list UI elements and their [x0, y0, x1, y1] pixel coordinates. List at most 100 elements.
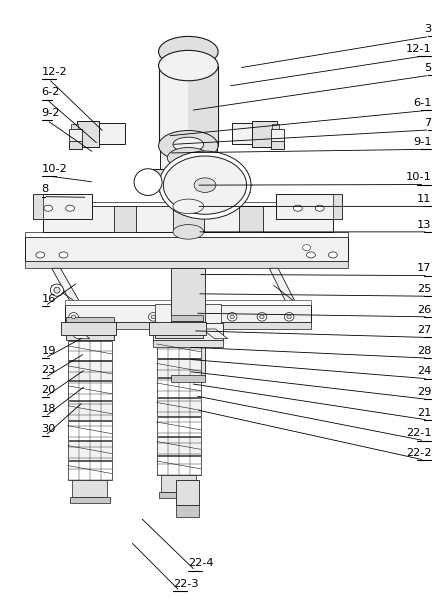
Polygon shape	[157, 398, 201, 416]
Polygon shape	[159, 492, 198, 498]
Polygon shape	[176, 505, 199, 517]
Polygon shape	[65, 300, 311, 305]
Text: 9-1: 9-1	[413, 137, 431, 147]
Polygon shape	[153, 340, 223, 347]
Polygon shape	[66, 317, 114, 323]
Polygon shape	[52, 268, 88, 316]
Text: 22-3: 22-3	[173, 579, 199, 589]
Polygon shape	[155, 304, 171, 323]
Polygon shape	[43, 202, 333, 206]
Text: 30: 30	[42, 424, 56, 433]
Polygon shape	[69, 141, 82, 149]
Polygon shape	[202, 329, 228, 339]
Polygon shape	[71, 124, 78, 129]
Polygon shape	[43, 203, 332, 214]
Ellipse shape	[159, 151, 251, 219]
Polygon shape	[176, 480, 199, 505]
Text: 11: 11	[417, 194, 431, 204]
Polygon shape	[272, 124, 279, 129]
Polygon shape	[68, 361, 112, 380]
Ellipse shape	[284, 313, 294, 321]
Polygon shape	[173, 144, 204, 164]
Polygon shape	[43, 206, 333, 232]
Ellipse shape	[230, 315, 234, 319]
Polygon shape	[114, 206, 136, 232]
Polygon shape	[145, 169, 234, 187]
Polygon shape	[68, 461, 112, 480]
Polygon shape	[153, 323, 223, 340]
Ellipse shape	[293, 205, 302, 211]
Polygon shape	[61, 322, 116, 335]
Text: 24: 24	[417, 367, 431, 376]
Text: 17: 17	[417, 263, 431, 273]
Text: 6-1: 6-1	[413, 98, 431, 108]
Text: 22-2: 22-2	[406, 448, 431, 458]
Text: 13: 13	[417, 220, 431, 229]
Polygon shape	[157, 359, 201, 377]
Ellipse shape	[303, 245, 311, 251]
Polygon shape	[65, 329, 90, 339]
Ellipse shape	[44, 205, 53, 211]
Polygon shape	[33, 194, 92, 219]
Polygon shape	[157, 378, 201, 396]
Polygon shape	[205, 304, 221, 323]
Ellipse shape	[307, 252, 315, 258]
Polygon shape	[252, 121, 277, 147]
Polygon shape	[68, 341, 112, 360]
Text: 23: 23	[42, 365, 56, 375]
Text: 7: 7	[424, 118, 431, 127]
Ellipse shape	[173, 157, 204, 171]
Polygon shape	[188, 66, 218, 146]
Polygon shape	[159, 66, 218, 146]
Ellipse shape	[159, 36, 218, 67]
Text: 6-2: 6-2	[42, 87, 60, 97]
Polygon shape	[72, 480, 107, 497]
Ellipse shape	[59, 252, 68, 258]
Ellipse shape	[36, 252, 45, 258]
Ellipse shape	[66, 205, 74, 211]
Polygon shape	[155, 315, 203, 321]
Ellipse shape	[173, 137, 204, 152]
Polygon shape	[271, 129, 284, 149]
Polygon shape	[77, 121, 99, 147]
Ellipse shape	[260, 315, 264, 319]
Ellipse shape	[50, 284, 64, 296]
Polygon shape	[171, 375, 205, 382]
Polygon shape	[68, 401, 112, 419]
Polygon shape	[33, 194, 43, 219]
Text: 28: 28	[417, 346, 431, 356]
Text: 16: 16	[42, 294, 56, 304]
Ellipse shape	[227, 313, 237, 321]
Polygon shape	[155, 321, 203, 338]
Text: 12-1: 12-1	[406, 44, 431, 53]
Text: 9-2: 9-2	[42, 108, 60, 118]
Polygon shape	[94, 123, 125, 144]
Ellipse shape	[163, 156, 247, 214]
Text: 21: 21	[417, 408, 431, 418]
Text: 22-1: 22-1	[406, 429, 431, 438]
Ellipse shape	[159, 50, 218, 81]
Polygon shape	[68, 441, 112, 459]
Polygon shape	[65, 305, 311, 322]
Ellipse shape	[134, 169, 162, 195]
Polygon shape	[161, 475, 196, 492]
Polygon shape	[25, 237, 348, 261]
Text: 20: 20	[42, 385, 56, 395]
Polygon shape	[157, 418, 201, 436]
Polygon shape	[25, 232, 348, 237]
Polygon shape	[65, 322, 311, 329]
Polygon shape	[70, 497, 110, 503]
Ellipse shape	[167, 148, 209, 168]
Text: 12-2: 12-2	[42, 67, 67, 76]
Text: 3: 3	[424, 24, 431, 34]
Polygon shape	[157, 437, 201, 455]
Text: 29: 29	[417, 387, 431, 397]
Ellipse shape	[257, 313, 267, 321]
Ellipse shape	[173, 199, 204, 214]
Polygon shape	[68, 421, 112, 439]
Polygon shape	[66, 323, 114, 340]
Text: 8: 8	[42, 185, 49, 194]
Ellipse shape	[71, 315, 76, 319]
Polygon shape	[239, 206, 263, 232]
Ellipse shape	[194, 178, 216, 192]
